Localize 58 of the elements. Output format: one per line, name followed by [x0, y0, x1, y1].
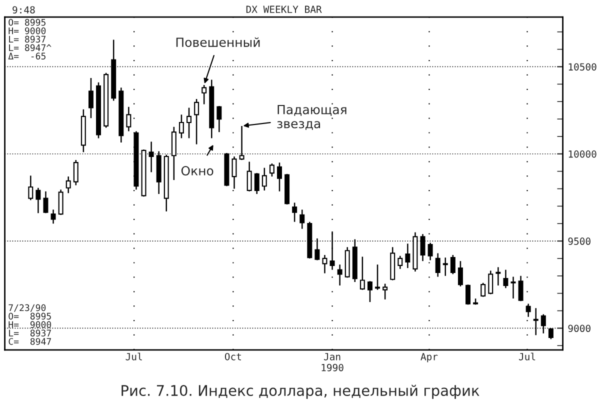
candlestick	[488, 270, 494, 295]
y-tick-label: 9500	[568, 238, 590, 245]
candlestick	[367, 280, 372, 303]
candlestick	[50, 209, 56, 224]
candlestick	[262, 167, 267, 192]
candlestick	[322, 254, 328, 274]
x-tick-label: Jan 1990	[322, 353, 344, 372]
text: Рис. 7.10. Индекс доллара, недельный график	[122, 384, 480, 399]
candlestick	[73, 159, 78, 186]
candlestick	[503, 269, 508, 289]
candlestick	[518, 275, 524, 302]
candlestick	[28, 175, 34, 201]
x-tick-label: Jul	[126, 352, 142, 360]
candlestick	[66, 176, 71, 194]
candlestick	[58, 188, 64, 216]
candlestick	[382, 283, 388, 300]
annotation: Падающая звезда	[277, 104, 346, 130]
y-tick-label: 10500	[568, 63, 596, 71]
x-tick-label: Jul	[518, 352, 536, 360]
candlestick	[232, 156, 237, 190]
candlestick	[435, 252, 440, 278]
candlestick	[442, 256, 448, 277]
candlestick	[178, 114, 184, 139]
candlestick	[276, 162, 282, 192]
candlestick	[216, 105, 222, 133]
candlestick	[510, 276, 516, 300]
text: 9:48	[12, 6, 35, 14]
candlestick	[186, 107, 192, 139]
annotation: O= 8995 H= 9000 L= 8937 L= 8947^ Δ= -65	[8, 18, 52, 60]
x-tick-label: Apr	[420, 353, 438, 362]
annotation: 7/23/90 O= 8995 H= 9000 L= 8937 C= 8947	[8, 304, 52, 345]
y-tick-label: 10000	[568, 150, 596, 158]
candlestick	[126, 106, 132, 132]
annotation: Повешенный	[176, 37, 260, 47]
candlestick	[450, 254, 456, 275]
candlestick	[466, 284, 470, 306]
candlestick	[458, 260, 463, 287]
candlestick	[337, 264, 342, 286]
candlestick	[269, 162, 274, 178]
candlestick	[254, 172, 260, 195]
candlestick	[36, 187, 41, 214]
candlestick	[398, 255, 403, 270]
x-tick-label: Oct	[224, 352, 241, 360]
candlestick	[194, 98, 200, 145]
candlestick	[405, 243, 410, 269]
chart-title: DX WEEKLY BAR	[246, 6, 322, 13]
candlestick	[202, 84, 207, 105]
candlestick	[375, 264, 380, 290]
candlestick	[300, 209, 305, 230]
candlestick	[496, 266, 501, 286]
y-tick-label: 9000	[568, 324, 590, 332]
candlestick	[360, 256, 365, 290]
candlestick	[292, 202, 298, 222]
candlestick	[246, 161, 252, 192]
annotation: Окно	[181, 166, 214, 176]
candlestick	[480, 282, 486, 298]
candlestick	[88, 77, 94, 119]
candlestick	[43, 190, 48, 214]
